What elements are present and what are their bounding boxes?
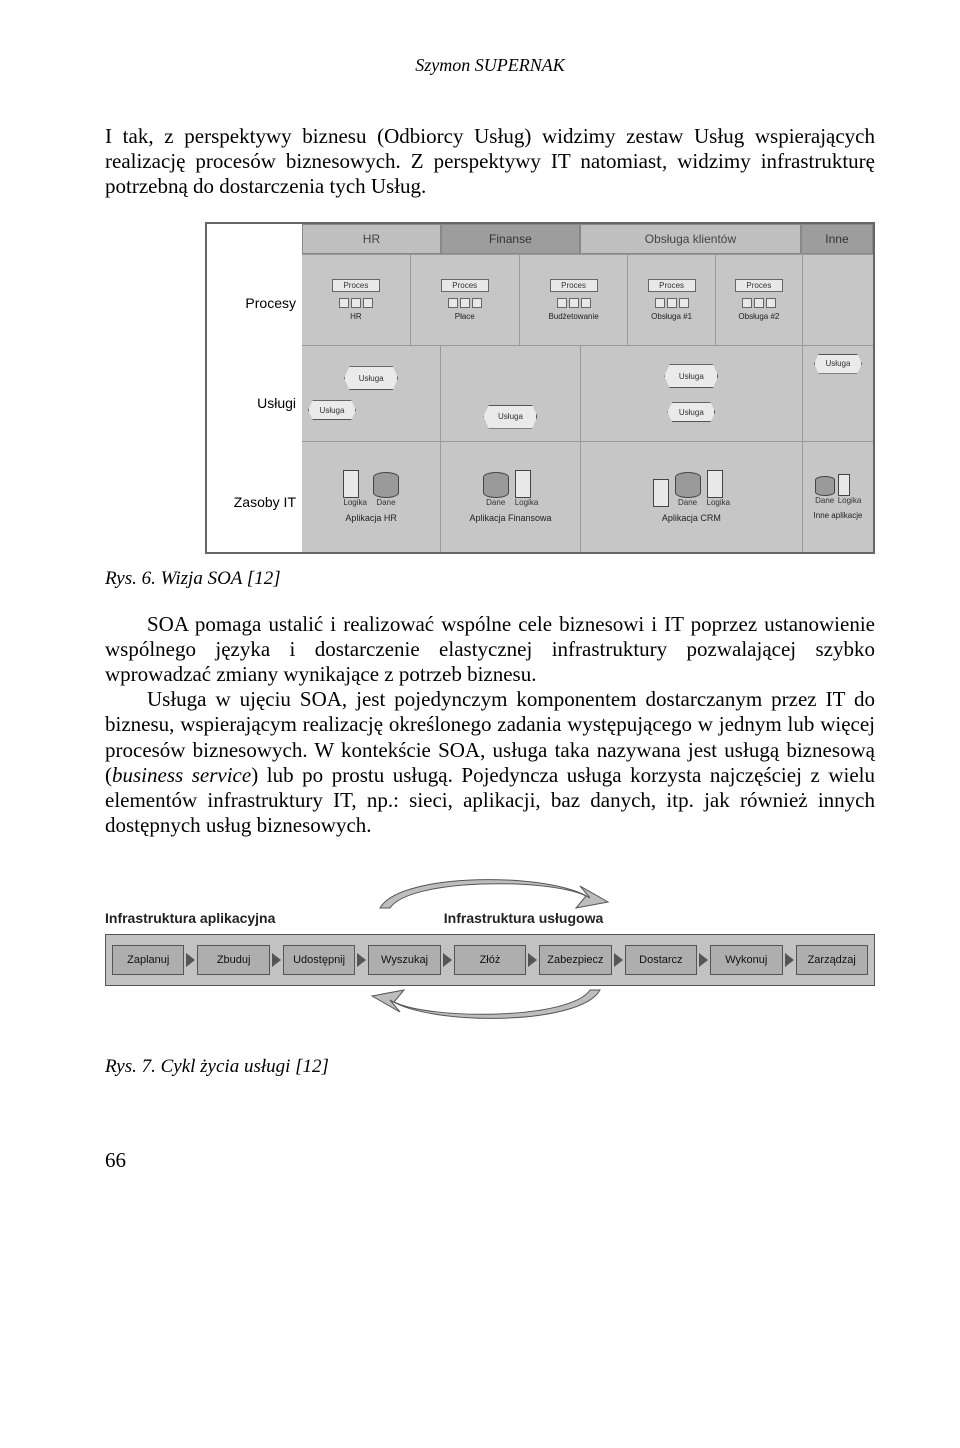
service-hex: Usługa — [483, 405, 537, 429]
lifecycle-step: Złóż — [454, 945, 526, 975]
app-label: Inne aplikacje — [814, 511, 863, 520]
step-arrow-icon — [357, 953, 366, 967]
service-hex: Usługa — [667, 402, 715, 422]
header-cell: HR — [302, 224, 441, 254]
service-hex: Usługa — [308, 400, 356, 420]
step-arrow-icon — [785, 953, 794, 967]
sub-label: Obsługa #1 — [651, 312, 692, 321]
sub-label: HR — [350, 312, 362, 321]
arrow-top-icon — [105, 868, 875, 910]
row-label: Procesy — [207, 254, 302, 353]
lifecycle-step: Zarządzaj — [796, 945, 868, 975]
lifecycle-step: Wyszukaj — [368, 945, 440, 975]
lifecycle-step: Zabezpiecz — [539, 945, 611, 975]
running-header: Szymon SUPERNAK — [105, 55, 875, 76]
arrow-bottom-icon — [105, 986, 875, 1028]
it-dane-label: Dane — [815, 496, 835, 505]
row-label: Usługi — [207, 353, 302, 452]
step-arrow-icon — [528, 953, 537, 967]
figure-caption: Rys. 7. Cykl życia usługi [12] — [105, 1056, 875, 1078]
proces-box: Proces — [648, 279, 696, 292]
sub-label: Obsługa #2 — [738, 312, 779, 321]
proces-box: Proces — [735, 279, 783, 292]
service-hex: Usługa — [344, 366, 398, 390]
header-cell: Finanse — [441, 224, 580, 254]
paragraph: Usługa w ujęciu SOA, jest pojedynczym ko… — [105, 687, 875, 838]
page-number: 66 — [105, 1148, 875, 1173]
paragraph: I tak, z perspektywy biznesu (Odbiorcy U… — [105, 124, 875, 200]
sub-label: Budżetowanie — [548, 312, 598, 321]
figure-caption: Rys. 6. Wizja SOA [12] — [105, 568, 875, 590]
it-logika-label: Logika — [515, 498, 539, 507]
step-arrow-icon — [614, 953, 623, 967]
proces-box: Proces — [332, 279, 380, 292]
step-arrow-icon — [272, 953, 281, 967]
it-dane-label: Dane — [483, 498, 509, 507]
it-logika-label: Logika — [838, 496, 862, 505]
fig2-title-right: Infrastruktura usługowa — [444, 910, 875, 926]
step-arrow-icon — [186, 953, 195, 967]
header-cell: Obsługa klientów — [580, 224, 801, 254]
header-cell: Inne — [801, 224, 873, 254]
proces-box: Proces — [550, 279, 598, 292]
sub-label: Płace — [455, 312, 475, 321]
app-label: Aplikacja Finansowa — [469, 513, 551, 523]
it-dane-label: Dane — [373, 498, 399, 507]
step-arrow-icon — [443, 953, 452, 967]
it-dane-label: Dane — [675, 498, 701, 507]
lifecycle-bar: Zaplanuj Zbuduj Udostępnij Wyszukaj Złóż… — [105, 934, 875, 986]
italic-term: business service — [112, 763, 251, 787]
it-logika-label: Logika — [343, 498, 367, 507]
paragraph: SOA pomaga ustalić i realizować wspólne … — [105, 612, 875, 688]
figure-soa-vision: Procesy Usługi Zasoby IT HR Finanse Obsł… — [205, 222, 875, 554]
body-paragraph-1: I tak, z perspektywy biznesu (Odbiorcy U… — [105, 124, 875, 200]
service-hex: Usługa — [664, 364, 718, 388]
it-logika-label: Logika — [707, 498, 731, 507]
lifecycle-step: Wykonuj — [710, 945, 782, 975]
lifecycle-step: Udostępnij — [283, 945, 355, 975]
app-label: Aplikacja CRM — [662, 513, 721, 523]
lifecycle-step: Zaplanuj — [112, 945, 184, 975]
row-label: Zasoby IT — [207, 452, 302, 551]
lifecycle-step: Dostarcz — [625, 945, 697, 975]
app-label: Aplikacja HR — [345, 513, 397, 523]
proces-box: Proces — [441, 279, 489, 292]
fig2-title-left: Infrastruktura aplikacyjna — [105, 910, 444, 926]
lifecycle-step: Zbuduj — [197, 945, 269, 975]
service-hex: Usługa — [814, 354, 862, 374]
step-arrow-icon — [699, 953, 708, 967]
figure-lifecycle: Infrastruktura aplikacyjna Infrastruktur… — [105, 868, 875, 1028]
